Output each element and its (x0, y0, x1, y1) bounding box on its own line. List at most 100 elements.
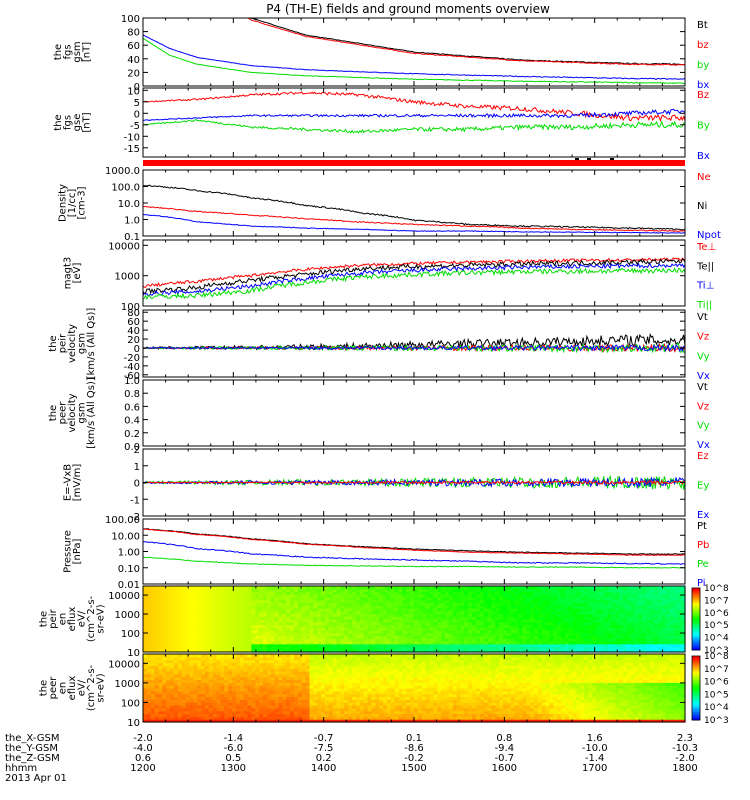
y-tick-label: 1000 (115, 272, 140, 283)
colorbar-tick-label: 10^7 (704, 596, 729, 606)
spectrogram-cells (143, 654, 686, 723)
y-tick-label: 10.0 (118, 199, 140, 210)
y-axis-label-line: en (58, 682, 69, 695)
panel-peir-en-eflux: 10^310^410^510^610^710^810100100010000th… (39, 584, 729, 659)
footer-value: 1500 (401, 763, 426, 774)
panel-frame (142, 87, 686, 158)
legend-entry: Pi (697, 578, 706, 589)
footer-row-label: the_X-GSM (5, 733, 59, 744)
series-line-By (142, 118, 686, 134)
y-axis-label-line: magt3 (62, 257, 73, 290)
y-axis-label-line: eflux (67, 607, 78, 632)
y-tick-label: -40 (124, 362, 140, 373)
colorbar-tick-label: 10^3 (704, 716, 729, 726)
footer-value: 0.8 (496, 733, 512, 744)
footer-row-label: hhmm (5, 763, 37, 774)
legend-entry: Ti⊥ (696, 281, 714, 292)
footer-date: 2013 Apr 01 (5, 773, 67, 784)
y-axis-label-line: the (39, 680, 50, 696)
footer-value: -1.4 (585, 753, 605, 764)
panel-frame (142, 518, 686, 585)
y-axis-label-line: the (48, 405, 59, 421)
y-axis-label: E=-VxB[mV/m] (62, 464, 83, 502)
y-axis-label-line: eV/ (77, 679, 88, 696)
y-axis-label-line: (cm^2-s- (86, 595, 97, 642)
y-tick-label: 10.00 (111, 531, 140, 542)
footer-value: 0.2 (316, 753, 332, 764)
figure-title: P4 (TH-E) fields and ground moments over… (266, 2, 550, 16)
y-axis-label-line: velocity (67, 324, 78, 363)
series-line-Npot (142, 213, 686, 234)
y-axis-label-line: the (53, 44, 64, 60)
y-axis-label-line: peer (48, 676, 59, 700)
y-axis-label-line: [nT] (81, 112, 92, 132)
footer-value: 0.6 (135, 753, 151, 764)
quality-flag-mark (587, 158, 591, 160)
y-tick-label: 1.00 (118, 548, 140, 559)
series-line-Ex (142, 476, 686, 489)
y-axis-label-line: the (48, 335, 59, 351)
legend-entry: bz (697, 40, 709, 51)
y-tick-label: -15 (124, 144, 140, 155)
colorbar-tick-label: 10^8 (704, 652, 729, 662)
footer-value: 2.3 (677, 733, 693, 744)
colorbar-tick-label: 10^8 (704, 584, 729, 594)
legend-entry: Ey (697, 481, 709, 492)
colorbar-tick-label: 10^7 (704, 665, 729, 675)
y-tick-label: 100 (121, 698, 140, 709)
quality-flag-bar (143, 160, 685, 166)
y-tick-label: 0.0 (124, 442, 140, 453)
series-line-Pb (142, 528, 685, 556)
y-axis-label-line: the (53, 114, 64, 130)
footer-value: 1300 (221, 763, 246, 774)
y-tick-label: 10000 (108, 591, 140, 602)
y-axis-label-line: Density (58, 184, 69, 222)
y-axis-label-line: sr-eV) (96, 604, 107, 633)
footer-value: 1200 (130, 763, 155, 774)
series-line-Pt (142, 528, 686, 555)
footer-value: 1800 (672, 763, 697, 774)
y-tick-label: 1000.0 (105, 166, 140, 177)
panel-density: 0.1 1.0 10.0 100.0 1000.0 Density[1/cc][cm-3]… (58, 166, 721, 243)
footer-ephemeris: the_X-GSM -2.0 -1.4 -0.7 0.1 0.8 1.6 2.3 the_Y-G… (5, 733, 698, 784)
y-axis-label-line: eflux (67, 676, 78, 701)
legend-entry: Vt (697, 312, 708, 323)
footer-value: -10.3 (672, 743, 698, 754)
footer-value: -0.7 (314, 733, 334, 744)
y-tick-label: -1 (130, 495, 140, 506)
y-axis-label-line: fgs (62, 44, 73, 59)
footer-value: -2.0 (675, 753, 695, 764)
footer-row-label: the_Y-GSM (5, 743, 58, 754)
y-tick-label: 0 (134, 82, 140, 93)
y-tick-label: 10 (127, 86, 140, 97)
y-tick-label: 0 (134, 109, 140, 120)
legend-entry: Ne (697, 172, 711, 183)
y-axis-label-line: peer (58, 401, 69, 425)
y-axis-label-line: gse (72, 114, 83, 132)
y-tick-label: 20 (127, 335, 140, 346)
y-tick-label: 10 (127, 718, 140, 729)
y-axis-label: Density[1/cc][cm-3] (58, 184, 88, 222)
y-tick-label: 10000 (108, 659, 140, 670)
y-axis-label-line: sr-eV) (96, 673, 107, 702)
legend-entry: Vz (697, 332, 709, 343)
panel-frame (142, 379, 686, 447)
y-tick-label: 0.8 (124, 389, 140, 400)
series-line-Ti|| (142, 267, 686, 301)
y-tick-label: 20 (127, 68, 140, 79)
y-tick-label: 60 (127, 41, 140, 52)
colorbar: 10^3 10^4 10^5 10^6 10^7 10^8 (691, 652, 729, 726)
footer-value: -2.0 (133, 733, 153, 744)
y-tick-label: 10 (127, 648, 140, 659)
quality-flag-mark (610, 158, 614, 160)
footer-value: -0.7 (495, 753, 515, 764)
series-line-Ni (143, 184, 686, 231)
panel-peer-en-eflux: 10^310^410^510^610^710^810100100010000th… (39, 652, 729, 729)
y-axis-label: magt3[eV] (62, 257, 83, 290)
y-tick-label: 1 (134, 462, 140, 473)
